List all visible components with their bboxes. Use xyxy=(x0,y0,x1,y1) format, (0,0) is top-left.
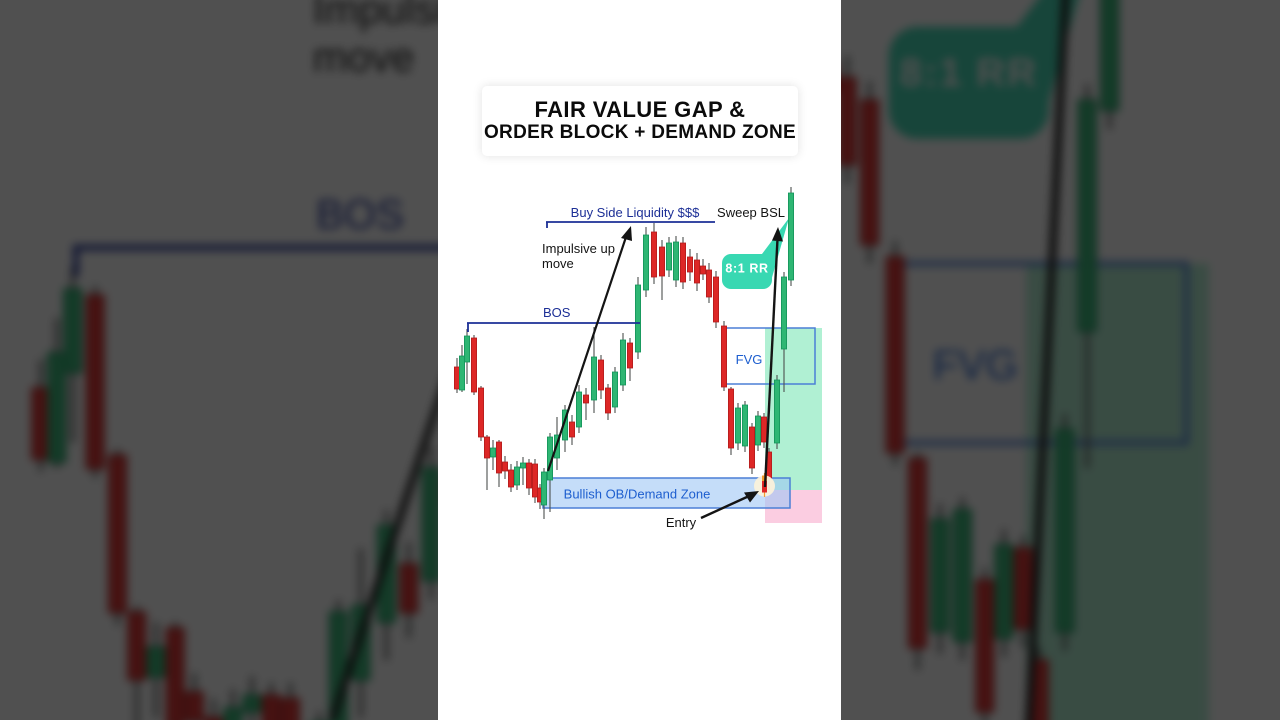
candlestick xyxy=(650,231,657,278)
candlestick xyxy=(727,388,734,449)
impulsive-arrow-shaft xyxy=(546,233,629,472)
candlestick xyxy=(496,441,503,474)
candlestick xyxy=(508,469,515,488)
candlestick xyxy=(611,371,618,408)
candlestick xyxy=(712,276,719,323)
candlestick xyxy=(458,355,465,391)
candlestick xyxy=(514,466,521,486)
chart-video-panel: 8:1 RR xyxy=(438,0,841,720)
candlestick xyxy=(471,337,478,393)
candlestick xyxy=(626,342,633,369)
impulsive-label-line2: move xyxy=(542,256,574,271)
bos-label: BOS xyxy=(543,305,571,320)
candlestick xyxy=(582,394,589,404)
impulsive-label-line1: Impulsive up xyxy=(542,241,615,256)
rr-badge xyxy=(722,254,772,289)
candlestick xyxy=(484,436,491,459)
labels-group: Buy Side Liquidity $$$ Sweep BSL BOS Imp… xyxy=(542,205,785,530)
impulsive-arrow-head xyxy=(621,226,632,241)
candlestick xyxy=(787,192,794,281)
candlestick xyxy=(699,265,706,275)
candlestick xyxy=(672,241,679,281)
candlestick xyxy=(541,471,548,506)
fvg-label: FVG xyxy=(736,352,763,367)
candlestick-chart: 8:1 RR xyxy=(453,187,822,530)
candlestick xyxy=(604,387,611,414)
candlestick xyxy=(679,242,686,283)
title-line-1: FAIR VALUE GAP & xyxy=(534,96,746,122)
reward-zone-green xyxy=(765,328,822,490)
candlestick xyxy=(526,462,533,489)
candlestick xyxy=(741,404,748,447)
candlestick xyxy=(619,339,626,386)
candlestick xyxy=(520,462,527,469)
candlestick xyxy=(590,356,597,401)
candlestick xyxy=(658,246,665,277)
candlestick xyxy=(748,426,755,469)
entry-label: Entry xyxy=(666,515,697,530)
candlestick xyxy=(642,234,649,291)
entry-arrow-shaft xyxy=(700,495,749,520)
candlestick xyxy=(734,407,741,444)
title-card: FAIR VALUE GAP & ORDER BLOCK + DEMAND ZO… xyxy=(482,86,798,156)
rr-badge-group: 8:1 RR xyxy=(722,218,789,289)
candlestick xyxy=(780,276,787,350)
candlestick xyxy=(720,325,727,388)
candlestick xyxy=(568,421,575,438)
candlestick xyxy=(754,415,761,446)
candlestick xyxy=(502,461,509,472)
arrows-group xyxy=(546,226,783,520)
candlestick xyxy=(575,391,582,428)
candlestick xyxy=(686,256,693,273)
rr-badge-label: 8:1 RR xyxy=(725,262,768,276)
title-line-2: ORDER BLOCK + DEMAND ZONE xyxy=(483,122,797,144)
entry-arrow-head xyxy=(744,491,759,503)
level-lines-group xyxy=(467,221,715,332)
candlestick xyxy=(490,447,497,458)
buy-side-liquidity-label: Buy Side Liquidity $$$ xyxy=(571,205,700,220)
candlestick xyxy=(665,242,672,271)
ob-zone-label: Bullish OB/Demand Zone xyxy=(564,487,711,502)
candlestick xyxy=(532,463,539,498)
candlestick xyxy=(760,416,767,443)
sweep-bsl-label: Sweep BSL xyxy=(717,205,785,220)
candlestick xyxy=(634,284,641,353)
candles-group xyxy=(453,187,794,519)
candlestick xyxy=(478,387,485,438)
candlestick xyxy=(453,366,460,390)
candlestick xyxy=(773,379,780,444)
candlestick xyxy=(463,335,470,363)
candlestick xyxy=(597,359,604,391)
sweep-arrow-shaft xyxy=(763,240,779,488)
candlestick xyxy=(705,269,712,298)
sweep-arrow-head xyxy=(772,227,783,242)
candlestick xyxy=(693,259,700,284)
